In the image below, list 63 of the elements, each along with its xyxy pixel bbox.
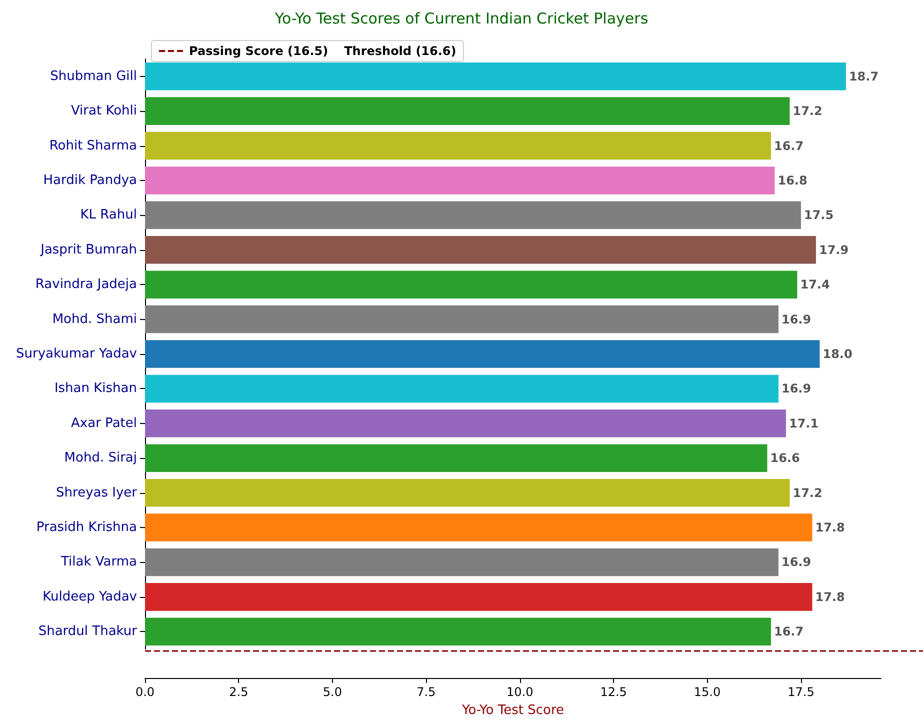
- y-tick-label: Rohit Sharma: [49, 138, 137, 154]
- bar: [145, 514, 812, 542]
- data-label: 17.1: [788, 416, 819, 430]
- chart-title: Yo-Yo Test Scores of Current Indian Cricket Players: [274, 10, 648, 28]
- bar: [145, 583, 812, 611]
- data-label: 17.8: [815, 520, 845, 535]
- x-tick-label: 2.5: [229, 685, 248, 699]
- x-tick-label: 7.5: [416, 685, 436, 699]
- bar: [145, 62, 846, 90]
- y-tick-label: Axar Patel: [71, 416, 137, 431]
- data-label: 18.7: [848, 69, 879, 84]
- data-label: 17.8: [815, 590, 845, 604]
- text: Passing Score (16.5): [189, 44, 328, 58]
- y-tick-label: Shubman Gill: [50, 68, 137, 84]
- bar: [145, 374, 778, 403]
- bar: [145, 340, 820, 368]
- y-tick-label: Hardik Pandya: [43, 172, 137, 188]
- bar: [145, 270, 798, 298]
- bar: [145, 618, 771, 646]
- y-tick-label: Shardul Thakur: [38, 624, 138, 640]
- bar: [145, 132, 771, 160]
- y-tick-label: Shreyas Iyer: [56, 485, 138, 500]
- x-tick-label: 10.0: [506, 685, 534, 699]
- bar: [145, 548, 778, 576]
- data-label: 16.9: [781, 312, 812, 326]
- x-tick-label: 5.0: [322, 685, 342, 699]
- bar: [145, 97, 790, 125]
- data-label: 16.9: [781, 382, 812, 396]
- y-tick-label: Ishan Kishan: [54, 381, 137, 396]
- bar: [145, 201, 801, 230]
- x-tick-label: 17.5: [788, 685, 814, 699]
- data-label: 16.9: [781, 555, 812, 570]
- y-tick-label: Tilak Varma: [60, 554, 137, 570]
- y-tick-label: Prasidh Krishna: [36, 520, 137, 536]
- data-label: 17.5: [804, 208, 834, 222]
- data-label: 16.8: [778, 173, 808, 188]
- x-tick-label: 0.0: [135, 685, 155, 699]
- data-label: 17.9: [818, 242, 849, 257]
- y-tick-label: Mohd. Shami: [52, 312, 137, 327]
- data-label: 16.7: [774, 138, 804, 153]
- x-tick-label: 12.5: [600, 685, 627, 699]
- y-tick-label: Kuldeep Yadav: [42, 589, 138, 604]
- bar: [145, 166, 775, 194]
- y-tick-label: Virat Kohli: [70, 104, 137, 119]
- y-tick-label: Suryakumar Yadav: [16, 346, 138, 362]
- x-axis-title: Yo-Yo Test Score: [460, 703, 564, 718]
- data-label: 17.2: [792, 104, 822, 118]
- data-label: 18.0: [822, 347, 852, 361]
- y-tick-label: Jasprit Bumrah: [40, 242, 137, 258]
- data-label: 17.4: [800, 278, 830, 292]
- text: Threshold (16.6): [344, 44, 456, 58]
- bar: [145, 444, 768, 472]
- data-label: 17.2: [792, 486, 822, 500]
- data-label: 16.7: [774, 624, 804, 639]
- y-tick-label: Mohd. Siraj: [64, 450, 137, 466]
- y-tick-label: KL Rahul: [80, 208, 137, 223]
- x-tick-label: 15.0: [694, 685, 721, 699]
- bar: [145, 236, 816, 264]
- bar: [145, 410, 786, 438]
- data-label: 16.6: [770, 451, 800, 466]
- bar: [145, 478, 790, 507]
- bar: [145, 305, 778, 334]
- y-tick-label: Ravindra Jadeja: [35, 277, 137, 292]
